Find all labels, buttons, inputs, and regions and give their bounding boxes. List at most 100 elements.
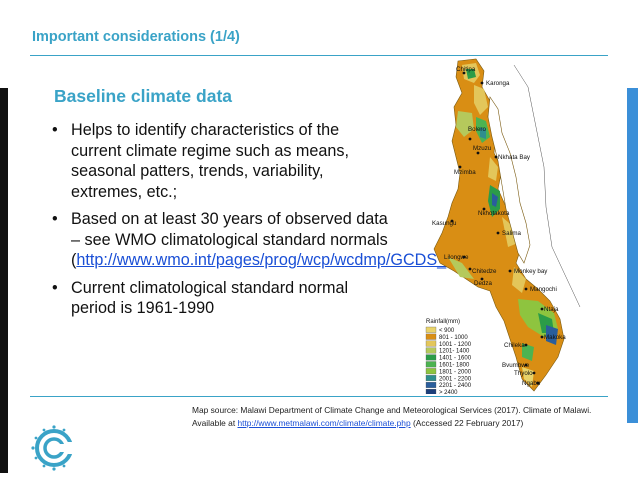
- map-zone: [488, 157, 498, 181]
- footnote-text-end: (Accessed 22 February 2017): [410, 417, 524, 428]
- station-dot: [480, 277, 484, 281]
- legend-swatch: [425, 347, 437, 354]
- legend-label: 2201 - 2400: [439, 383, 472, 389]
- station-dot: [462, 255, 466, 259]
- map-place-label: Karonga: [486, 80, 510, 87]
- map-place-label: Bvumbwe: [502, 362, 530, 369]
- legend-label: 1801 - 2000: [439, 369, 472, 375]
- station-dot: [462, 71, 466, 75]
- map-source-footnote: Map source: Malawi Department of Climate…: [192, 404, 612, 429]
- map-zone: [474, 85, 488, 115]
- station-dot: [458, 165, 462, 169]
- metmalawi-link[interactable]: http://www.metmalawi.com/climate/climate…: [237, 417, 411, 428]
- station-dot: [496, 231, 500, 235]
- map-place-label: Ngabu: [522, 380, 541, 387]
- right-edge-bar: [627, 88, 638, 423]
- legend-label: 1601- 1800: [439, 363, 470, 369]
- map-place-label: Bolero: [468, 126, 486, 133]
- station-dot: [480, 81, 484, 85]
- station-dots: [450, 71, 544, 385]
- legend-swatch: [425, 354, 437, 361]
- bullet-item: • Helps to identify characteristics of t…: [48, 120, 388, 202]
- station-dot: [468, 137, 472, 141]
- legend-title: Rainfall(mm): [426, 319, 460, 325]
- legend-swatch: [425, 361, 437, 368]
- bullet-dot: •: [52, 121, 58, 139]
- map-zone: [546, 325, 558, 345]
- legend-swatch: [425, 326, 437, 333]
- legend-label: > 2400: [439, 390, 458, 394]
- station-dot: [524, 287, 528, 291]
- legend-swatch: [425, 388, 437, 394]
- bullet-item: • Current climatological standard normal…: [48, 278, 388, 319]
- map-place-label: Lilongwe: [444, 254, 469, 261]
- map-zone: [480, 127, 486, 139]
- station-dot: [450, 219, 454, 223]
- bullet-dot: •: [52, 210, 58, 228]
- map-zone: [502, 217, 518, 247]
- map-zone: [456, 111, 474, 137]
- map-zone: [512, 267, 526, 293]
- bullet-item: • Based on at least 30 years of observed…: [48, 209, 497, 271]
- map-zone: [522, 343, 534, 361]
- legend-swatch: [425, 368, 437, 375]
- legend-label: 1201- 1400: [439, 349, 470, 355]
- map-place-label: Monkey bay: [514, 268, 548, 275]
- bullet-text: Helps to identify characteristics of the…: [71, 121, 349, 201]
- malawi-rainfall-map: Chitipa Karonga Bolero Mzuzu Nkhata Bay …: [425, 58, 581, 394]
- wmo-link[interactable]: http://www.wmo.int/pages/prog/wcp/wcdmp/…: [76, 251, 487, 269]
- ipcc-globe-logo-icon: [31, 425, 76, 471]
- map-place-label: Dedza: [474, 280, 492, 287]
- bullet-text: Based on at least 30 years of observed d…: [71, 210, 388, 269]
- legend-label: 1401 - 1600: [439, 356, 472, 362]
- map-place-label: Chileka: [504, 342, 525, 349]
- footnote-text: Map source: Malawi Department of Climate…: [192, 405, 592, 428]
- legend-label: < 900: [439, 328, 455, 334]
- left-edge-bar: [0, 88, 8, 473]
- map-zone: [492, 193, 498, 207]
- legend-swatch: [425, 340, 437, 347]
- slide-title: Important considerations (1/4): [32, 29, 240, 45]
- bullet-text: Current climatological standard normal p…: [71, 278, 349, 318]
- map-place-label: Kasungu: [432, 220, 457, 227]
- map-place-label: Chitipa: [456, 66, 476, 73]
- map-place-label: Thyolo: [514, 370, 533, 377]
- station-dot: [508, 269, 512, 273]
- map-zone: [466, 69, 476, 79]
- border-line: [513, 64, 581, 308]
- legend-label: 801 - 1000: [439, 335, 468, 341]
- map-place-label: Chitedze: [472, 268, 497, 275]
- station-dot: [468, 267, 472, 271]
- legend-swatch: [425, 333, 437, 340]
- station-dot: [532, 371, 536, 375]
- legend-label: 2001 - 2200: [439, 376, 472, 382]
- map-place-label: Salima: [502, 230, 521, 237]
- map-zone: [522, 367, 534, 387]
- bullet-list: • Helps to identify characteristics of t…: [48, 112, 497, 319]
- map-place-label: Nkhata Bay: [498, 154, 531, 161]
- map-zone: [448, 257, 474, 279]
- station-dot: [540, 335, 544, 339]
- station-dot: [476, 151, 480, 155]
- legend-swatch: [425, 375, 437, 382]
- station-dot: [524, 343, 528, 347]
- top-divider: [30, 55, 608, 56]
- station-dot: [482, 207, 486, 211]
- station-dot: [494, 155, 498, 159]
- lake-malawi: [487, 96, 531, 264]
- map-place-label: Makoka: [544, 334, 566, 341]
- section-heading: Baseline climate data: [54, 86, 232, 106]
- map-place-label: Mzuzu: [473, 145, 492, 152]
- station-dot: [540, 307, 544, 311]
- map-place-label: Ntaja: [544, 306, 559, 313]
- map-place-label: Nkhotakota: [478, 210, 510, 217]
- legend-label: 1001 - 1200: [439, 342, 472, 348]
- station-dot: [536, 381, 540, 385]
- map-place-label: Mangochi: [530, 286, 557, 293]
- legend-swatch: [425, 382, 437, 388]
- bullet-dot: •: [52, 278, 58, 297]
- map-place-label: Mzimba: [454, 169, 476, 176]
- station-dot: [524, 363, 528, 367]
- bottom-divider: [30, 396, 608, 397]
